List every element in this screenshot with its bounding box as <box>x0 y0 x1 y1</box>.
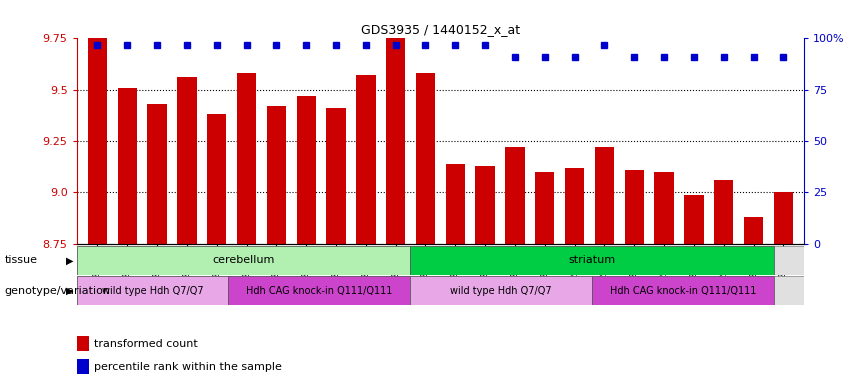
Text: ▶: ▶ <box>66 286 73 296</box>
Bar <box>654 172 674 244</box>
Bar <box>410 246 774 275</box>
Bar <box>505 147 524 244</box>
Bar <box>177 78 197 244</box>
Text: cerebellum: cerebellum <box>212 255 275 265</box>
Text: wild type Hdh Q7/Q7: wild type Hdh Q7/Q7 <box>101 286 203 296</box>
Bar <box>565 168 585 244</box>
Text: genotype/variation: genotype/variation <box>4 286 111 296</box>
Title: GDS3935 / 1440152_x_at: GDS3935 / 1440152_x_at <box>361 23 520 36</box>
Bar <box>714 180 734 244</box>
Bar <box>446 164 465 244</box>
Bar <box>386 38 405 244</box>
Bar <box>476 166 494 244</box>
Bar <box>117 88 137 244</box>
Bar <box>535 172 555 244</box>
Text: percentile rank within the sample: percentile rank within the sample <box>94 362 283 372</box>
Text: Hdh CAG knock-in Q111/Q111: Hdh CAG knock-in Q111/Q111 <box>609 286 757 296</box>
Text: Hdh CAG knock-in Q111/Q111: Hdh CAG knock-in Q111/Q111 <box>246 286 392 296</box>
Bar <box>296 96 316 244</box>
Bar <box>77 276 228 305</box>
Text: wild type Hdh Q7/Q7: wild type Hdh Q7/Q7 <box>450 286 551 296</box>
Text: tissue: tissue <box>4 255 37 265</box>
Bar <box>228 276 410 305</box>
Text: striatum: striatum <box>568 255 615 265</box>
Bar <box>88 38 107 244</box>
Bar <box>410 276 592 305</box>
Bar <box>266 106 286 244</box>
Bar <box>744 217 763 244</box>
Bar <box>357 75 375 244</box>
Bar <box>77 246 410 275</box>
Bar <box>77 336 89 351</box>
Bar <box>684 195 704 244</box>
Bar <box>595 147 614 244</box>
Bar <box>207 114 226 244</box>
Bar <box>147 104 167 244</box>
Text: ▶: ▶ <box>66 255 73 265</box>
Bar <box>237 73 256 244</box>
Bar <box>592 276 774 305</box>
Text: transformed count: transformed count <box>94 339 198 349</box>
Bar <box>625 170 644 244</box>
Bar <box>326 108 346 244</box>
Bar <box>416 73 435 244</box>
Bar <box>774 192 793 244</box>
Bar <box>77 359 89 374</box>
